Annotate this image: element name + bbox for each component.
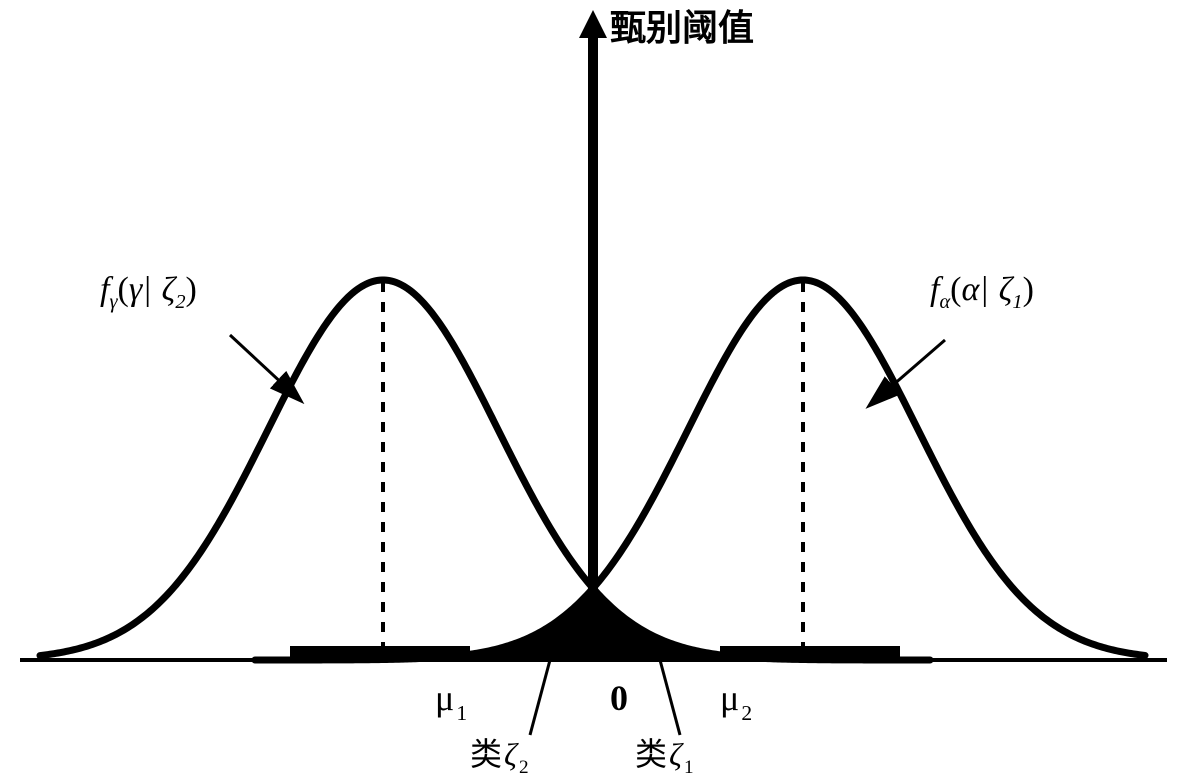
label-mu1: μ1: [435, 678, 467, 725]
label-class2: 类ζ2: [470, 736, 529, 778]
threshold-arrowhead: [579, 10, 607, 38]
curve-right-arrow: [870, 340, 945, 405]
threshold-label: 甄别阈值: [610, 8, 754, 48]
tick-class1: [660, 660, 680, 735]
curve-left: [40, 280, 930, 660]
curve-right-label: fα(α| ζ1): [930, 271, 1034, 313]
curve-left-label: fγ(γ| ζ2): [100, 271, 197, 313]
tick-class2: [530, 660, 550, 735]
curve-right: [255, 280, 1145, 660]
label-mu2: μ2: [720, 678, 752, 725]
label-zero: 0: [610, 678, 628, 718]
label-class1: 类ζ1: [635, 736, 694, 778]
curve-left-arrow: [230, 335, 300, 400]
